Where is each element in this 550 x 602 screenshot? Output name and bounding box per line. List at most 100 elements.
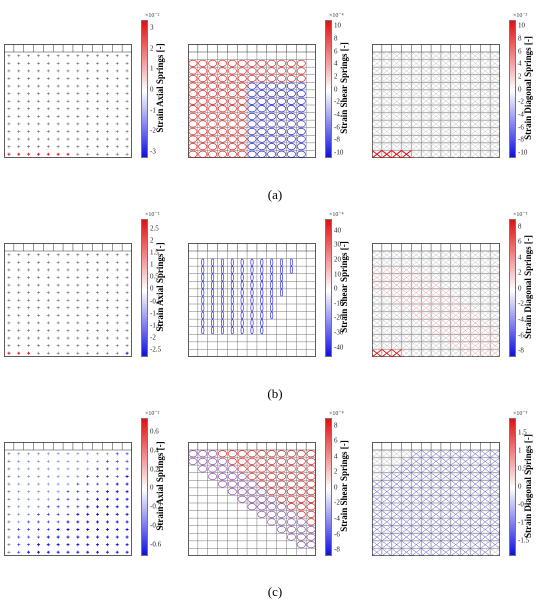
shear-spring xyxy=(208,105,218,113)
shear-spring xyxy=(306,480,316,488)
diagonal-spring xyxy=(440,495,451,504)
diagonal-cell xyxy=(470,488,480,496)
diagonal-spring xyxy=(490,341,500,350)
diagonal-cell xyxy=(451,258,461,266)
shear-spring xyxy=(296,450,306,458)
diagonal-spring xyxy=(411,540,422,549)
diagonal-cell xyxy=(441,82,451,90)
diagonal-spring xyxy=(450,74,461,83)
diagonal-spring xyxy=(401,457,412,466)
colorbar-tick-label: -6 xyxy=(334,123,340,132)
shear-spring xyxy=(218,112,227,120)
diagonal-spring xyxy=(460,533,471,542)
diagonal-cell xyxy=(451,143,461,151)
diagonal-spring xyxy=(490,135,500,143)
shear-spring xyxy=(198,82,208,90)
diagonal-spring xyxy=(430,334,442,342)
diagonal-spring xyxy=(391,349,402,357)
diagonal-cell xyxy=(431,326,441,335)
shear-spring xyxy=(296,457,306,465)
diagonal-cell xyxy=(480,105,490,113)
diagonal-cell xyxy=(470,281,480,289)
colorbar-tick-label: 2 xyxy=(150,236,154,245)
diagonal-spring xyxy=(381,326,392,335)
shear-spring xyxy=(277,82,286,90)
diagonal-spring xyxy=(401,464,412,473)
shear-spring xyxy=(277,67,286,75)
shear-spring xyxy=(277,59,286,67)
shear-spring xyxy=(286,457,296,465)
diagonal-spring xyxy=(460,464,471,473)
diagonal-cell xyxy=(392,296,402,304)
diagonal-cell xyxy=(451,251,461,259)
diagonal-cell xyxy=(392,90,402,98)
diagonal-spring xyxy=(391,540,402,549)
shear-spring xyxy=(277,135,286,143)
diagonal-cell xyxy=(480,74,490,83)
colorbar-tick-label: -30 xyxy=(334,328,344,337)
diagonal-spring xyxy=(430,487,442,496)
diagonal-spring xyxy=(421,120,432,128)
diagonal-cell xyxy=(480,342,490,350)
diagonal-cell xyxy=(460,120,471,128)
diagonal-spring xyxy=(401,51,412,60)
diagonal-spring xyxy=(421,510,432,519)
diagonal-spring xyxy=(372,303,382,312)
diagonal-cell xyxy=(431,510,441,518)
colorbar-tick-label: -0.5 xyxy=(518,500,530,509)
diagonal-spring xyxy=(450,334,461,343)
diagonal-spring xyxy=(411,74,422,83)
diagonal-cell xyxy=(382,90,392,98)
shear-spring xyxy=(227,105,237,113)
diagonal-spring xyxy=(421,533,432,542)
shear-spring xyxy=(188,112,198,120)
shear-spring xyxy=(208,120,218,128)
diagonal-cell xyxy=(441,342,451,350)
diagonal-spring xyxy=(440,135,451,143)
diagonal-cell xyxy=(470,258,480,266)
diagonal-spring xyxy=(401,59,412,68)
diagonal-cell xyxy=(411,112,421,120)
diagonal-spring xyxy=(480,67,491,75)
diagonal-cell xyxy=(480,67,490,75)
diagonal-cell xyxy=(470,120,480,128)
diagonal-cell xyxy=(431,82,441,90)
diagonal-cell xyxy=(431,304,441,312)
diagonal-spring xyxy=(460,318,471,327)
shear-spring xyxy=(250,288,254,297)
diagonal-spring xyxy=(421,449,432,458)
diagonal-cell xyxy=(372,289,382,297)
diagonal-cell xyxy=(480,59,490,67)
colorbar-tick-label: -10 xyxy=(334,148,344,157)
diagonal-spring xyxy=(421,480,432,489)
diagonal-cell xyxy=(480,480,490,488)
diagonal-spring xyxy=(372,89,382,98)
diagonal-spring xyxy=(381,89,392,98)
shear-spring xyxy=(267,473,277,480)
shear-spring xyxy=(267,503,277,511)
diagonal-cell xyxy=(490,488,500,496)
shear-spring xyxy=(237,495,247,503)
diagonal-cell xyxy=(431,296,441,304)
diagonal-spring xyxy=(411,89,422,98)
diagonal-cell xyxy=(421,266,431,274)
shear-spring xyxy=(198,465,208,473)
diagonal-cell xyxy=(460,97,471,105)
shear-spring xyxy=(237,457,247,465)
diagonal-spring xyxy=(480,142,491,151)
diagonal-cell xyxy=(411,150,421,158)
diagonal-cell xyxy=(392,342,402,350)
diagonal-spring xyxy=(401,281,412,290)
diagonal-cell xyxy=(372,457,382,465)
diagonal-cell xyxy=(421,503,431,511)
diagonal-spring xyxy=(411,472,422,481)
shear-spring xyxy=(257,465,267,473)
diagonal-spring xyxy=(460,326,471,335)
diagonal-cell xyxy=(382,52,392,60)
diagonal-spring xyxy=(411,142,422,151)
diagonal-spring xyxy=(411,250,422,259)
colorbar-tick-label: -8 xyxy=(518,135,524,144)
diagonal-cell xyxy=(431,450,441,458)
diagonal-spring xyxy=(421,311,432,320)
diagonal-cell xyxy=(401,281,412,289)
